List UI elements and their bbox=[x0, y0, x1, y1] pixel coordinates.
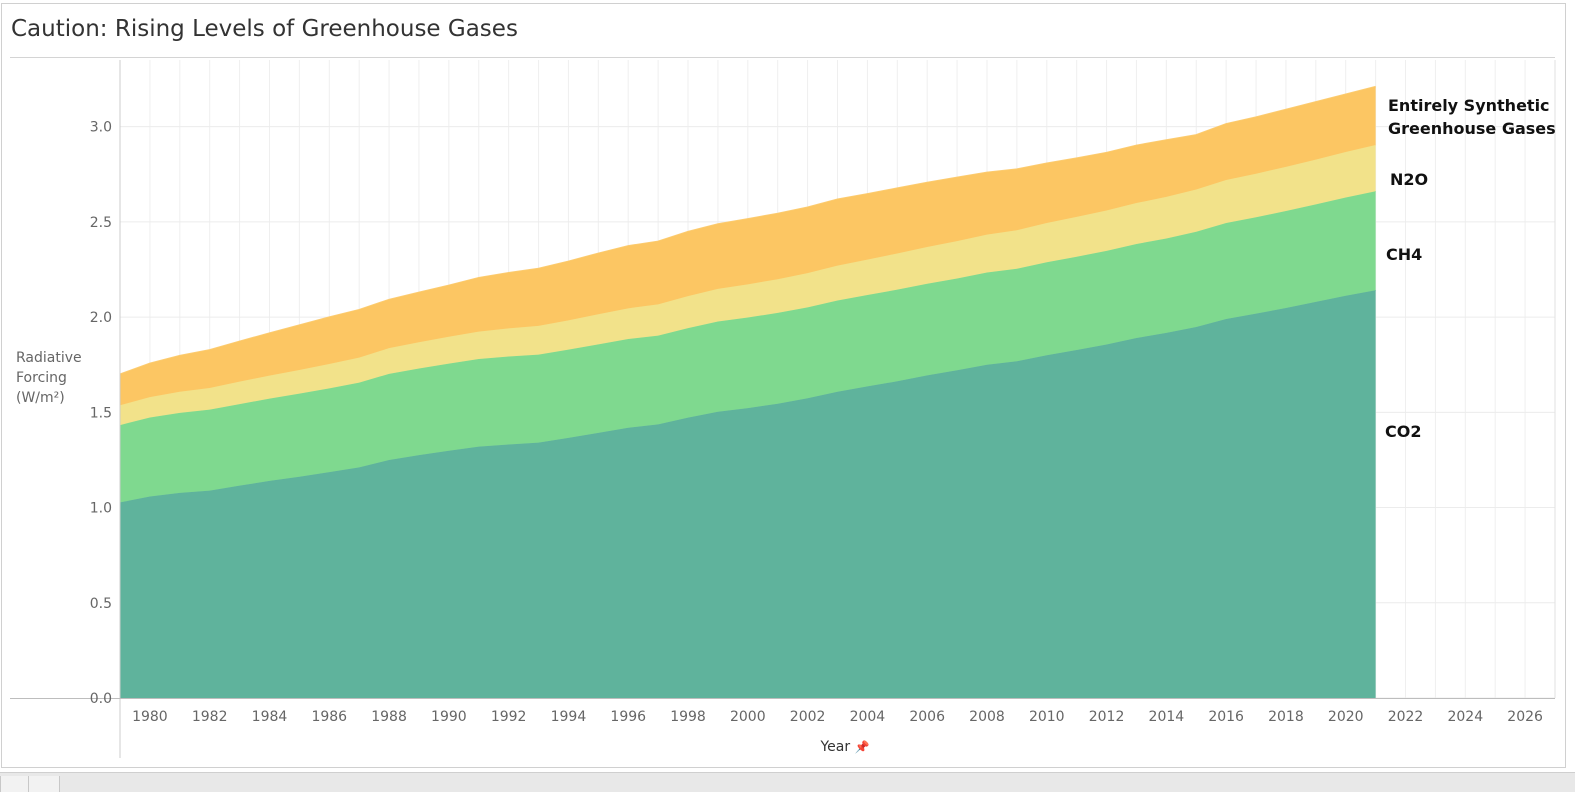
pin-icon[interactable]: 📌 bbox=[854, 740, 870, 754]
x-tick-label: 1988 bbox=[371, 709, 407, 725]
series-label-co2: CO2 bbox=[1385, 422, 1422, 441]
x-tick-label: 1986 bbox=[311, 709, 347, 725]
x-tick-label: 1992 bbox=[491, 709, 527, 725]
series-label-line: Entirely Synthetic bbox=[1388, 96, 1550, 115]
x-tick-label: 2012 bbox=[1089, 709, 1125, 725]
series-label-line: Greenhouse Gases bbox=[1388, 119, 1556, 138]
area-co2[interactable] bbox=[120, 290, 1376, 698]
x-tick-label: 2016 bbox=[1208, 709, 1244, 725]
y-tick-label: 0.5 bbox=[90, 596, 112, 612]
y-axis-title: Radiative Forcing (W/m²) bbox=[16, 348, 106, 408]
x-tick-label: 2004 bbox=[850, 709, 886, 725]
x-tick-label: 2024 bbox=[1447, 709, 1483, 725]
x-tick-label: 1998 bbox=[670, 709, 706, 725]
y-axis-title-line: (W/m²) bbox=[16, 390, 65, 406]
series-label-ch4: CH4 bbox=[1386, 245, 1423, 264]
area-edge-3 bbox=[119, 85, 1376, 375]
x-tick-labels: 1980 1982 1984 1986 1988 1990 1992 1994 1996 1998… bbox=[132, 709, 1543, 725]
axes bbox=[10, 60, 1556, 758]
x-tick-label: 2002 bbox=[790, 709, 826, 725]
x-tick-label: 1984 bbox=[252, 709, 288, 725]
x-tick-label: 2020 bbox=[1328, 709, 1364, 725]
sheet-tab-bar bbox=[0, 772, 1575, 792]
y-axis-title-line: Forcing bbox=[16, 370, 67, 386]
x-tick-label: 1982 bbox=[192, 709, 228, 725]
series-label-synthetic: Entirely Synthetic Greenhouse Gases bbox=[1388, 94, 1556, 140]
y-tick-label: 0.0 bbox=[90, 691, 112, 707]
x-axis-title-text: Year bbox=[820, 739, 851, 755]
area-ch4[interactable] bbox=[120, 191, 1376, 503]
page-title: Caution: Rising Levels of Greenhouse Gas… bbox=[11, 16, 518, 42]
x-tick-label: 2010 bbox=[1029, 709, 1065, 725]
x-tick-label: 1980 bbox=[132, 709, 168, 725]
x-tick-label: 1996 bbox=[610, 709, 646, 725]
sheet-tab[interactable] bbox=[28, 776, 60, 792]
x-tick-label: 2008 bbox=[969, 709, 1005, 725]
y-tick-label: 2.5 bbox=[90, 215, 112, 231]
x-tick-label: 2018 bbox=[1268, 709, 1304, 725]
series-label-n2o: N2O bbox=[1390, 170, 1429, 189]
y-tick-labels: 0.0 0.5 1.0 1.5 2.0 2.5 3.0 bbox=[90, 120, 112, 707]
x-tick-label: 2006 bbox=[909, 709, 945, 725]
x-tick-label: 1990 bbox=[431, 709, 467, 725]
title-divider bbox=[10, 57, 1555, 58]
x-tick-label: 2022 bbox=[1388, 709, 1424, 725]
y-tick-label: 3.0 bbox=[90, 120, 112, 136]
x-axis-title[interactable]: Year 📌 bbox=[800, 739, 890, 755]
x-tick-label: 2000 bbox=[730, 709, 766, 725]
x-tick-label: 1994 bbox=[551, 709, 587, 725]
y-tick-label: 1.0 bbox=[90, 501, 112, 517]
area-entirely-synthetic-greenhouse-gases[interactable] bbox=[120, 86, 1376, 406]
y-tick-label: 1.5 bbox=[90, 405, 112, 421]
y-tick-label: 2.0 bbox=[90, 310, 112, 326]
x-tick-label: 2014 bbox=[1149, 709, 1185, 725]
series-areas bbox=[119, 85, 1376, 698]
y-axis-title-line: Radiative bbox=[16, 350, 82, 366]
x-tick-label: 2026 bbox=[1507, 709, 1543, 725]
